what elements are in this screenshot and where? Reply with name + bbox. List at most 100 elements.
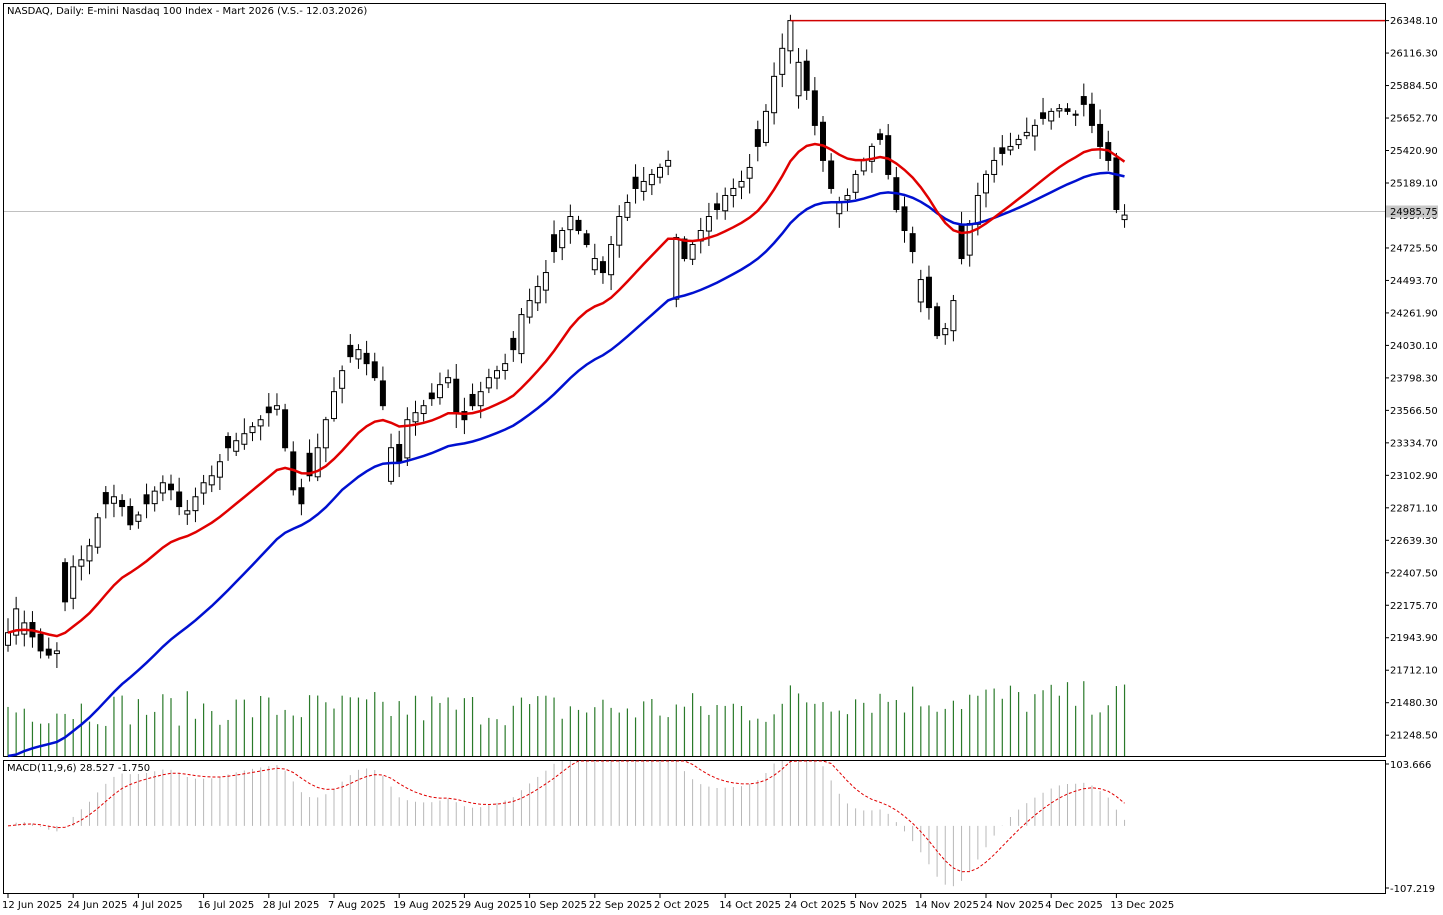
candle-body: [1023, 131, 1030, 137]
candle-body: [657, 166, 663, 178]
candle-body: [575, 219, 582, 232]
candle-body: [591, 258, 598, 271]
candle-body: [355, 349, 362, 360]
candle-body: [917, 279, 924, 303]
candle-body: [705, 215, 712, 232]
candle-body: [428, 392, 435, 400]
candle-body: [86, 545, 93, 562]
price-tick-label: 23102.90: [1390, 471, 1438, 482]
time-tick-label: 2 Oct 2025: [654, 900, 709, 911]
candle-body: [665, 159, 672, 167]
candle-body: [559, 230, 566, 249]
candle-body: [966, 223, 973, 256]
candle-body: [331, 391, 337, 420]
candle-body: [347, 344, 354, 358]
candle-body: [5, 632, 11, 646]
time-tick-label: 16 Jul 2025: [198, 900, 255, 911]
candle-body: [1007, 145, 1014, 151]
price-tick-label: 24493.70: [1390, 276, 1438, 287]
candle-body: [730, 187, 737, 197]
candle-body: [477, 391, 484, 407]
candle-body: [640, 180, 647, 192]
time-tick-label: 22 Sep 2025: [589, 900, 652, 911]
candle-body: [779, 47, 786, 75]
candle-body: [616, 215, 623, 246]
price-tick-label: 25420.90: [1390, 146, 1438, 157]
current-price-badge: [1386, 205, 1438, 218]
candle-body: [714, 203, 721, 210]
macd-indicator: 103.666 -107.219: [7, 760, 1435, 895]
price-tick-label: 23798.30: [1390, 373, 1438, 384]
slow-moving-average-line: [7, 171, 1125, 758]
candle-body: [282, 409, 289, 449]
candle-body: [494, 370, 500, 379]
candle-body: [836, 201, 843, 215]
time-tick-label: 24 Jun 2025: [67, 900, 127, 911]
candle-body: [771, 75, 778, 114]
candle-body: [1031, 124, 1038, 137]
time-tick-label: 24 Oct 2025: [784, 900, 846, 911]
price-tick-label: 25652.70: [1390, 114, 1438, 125]
candle-body: [249, 426, 256, 434]
candle-body: [37, 633, 44, 652]
candle-body: [542, 272, 549, 291]
candle-body: [877, 133, 884, 140]
candle-body: [502, 363, 509, 371]
candle-body: [1015, 138, 1022, 146]
candle-body: [803, 60, 810, 91]
price-tick-label: 23566.50: [1390, 406, 1438, 417]
candle-body: [1048, 110, 1055, 122]
price-tick-label: 24725.50: [1390, 243, 1438, 254]
time-tick-label: 10 Sep 2025: [524, 900, 587, 911]
candle-body: [795, 61, 802, 97]
candle-body: [322, 419, 329, 449]
candle-body: [110, 496, 117, 504]
price-tick-label: 24261.90: [1390, 308, 1438, 319]
macd-tick-label: -107.219: [1390, 884, 1435, 895]
candle-body: [901, 206, 908, 232]
candle-body: [436, 384, 443, 399]
candle-body: [363, 352, 370, 365]
candles[interactable]: [5, 14, 1128, 668]
candle-body: [762, 110, 769, 143]
candle-body: [991, 159, 998, 175]
price-tick-label: 22175.70: [1390, 601, 1438, 612]
time-tick-label: 5 Nov 2025: [850, 900, 908, 911]
price-tick-label: 25189.10: [1390, 178, 1438, 189]
candle-body: [420, 405, 427, 415]
candle-body: [632, 176, 639, 189]
time-tick-label: 4 Jul 2025: [132, 900, 182, 911]
macd-tick-label: 103.666: [1390, 760, 1431, 771]
candle-body: [583, 233, 590, 246]
candle-body: [885, 135, 892, 175]
candle-body: [265, 406, 272, 414]
candle-body: [485, 377, 492, 389]
candle-body: [852, 173, 859, 193]
candle-body: [298, 487, 305, 505]
candle-body: [1088, 103, 1095, 126]
time-tick-label: 4 Dec 2025: [1045, 900, 1103, 911]
candle-body: [567, 215, 574, 231]
candle-body: [143, 494, 150, 505]
candle-body: [787, 20, 794, 52]
candle-body: [233, 440, 240, 452]
time-tick-label: 28 Jul 2025: [263, 900, 320, 911]
time-tick-label: 29 Aug 2025: [458, 900, 522, 911]
main-panel-frame: [3, 3, 1386, 757]
candle-body: [689, 244, 696, 260]
price-tick-label: 21943.90: [1390, 633, 1438, 644]
candle-body: [78, 559, 85, 567]
candle-body: [216, 461, 223, 478]
macd-panel-frame: [3, 760, 1386, 894]
candle-body: [379, 380, 386, 407]
candle-body: [974, 194, 981, 225]
candle-body: [404, 419, 411, 459]
candle-body: [192, 496, 199, 512]
candle-body: [135, 514, 142, 522]
candle-body: [102, 492, 109, 505]
candle-body: [608, 244, 615, 276]
candle-body: [200, 482, 207, 494]
candle-body: [844, 194, 851, 201]
candle-body: [445, 377, 452, 384]
